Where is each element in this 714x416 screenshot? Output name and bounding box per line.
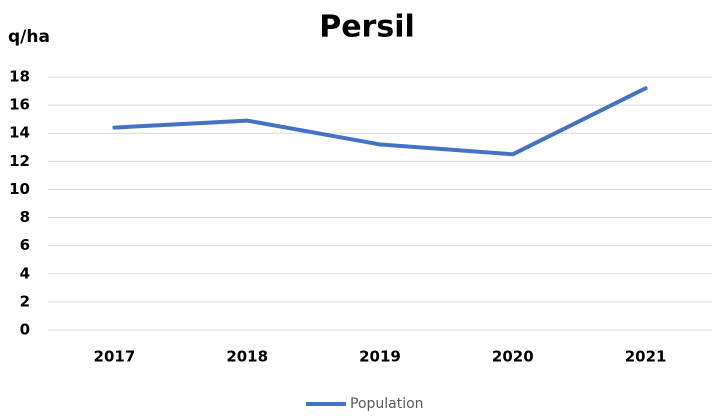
x-tick-label: 2017 <box>94 348 136 366</box>
y-axis-label: q/ha <box>8 27 50 47</box>
x-tick-label: 2018 <box>226 348 268 366</box>
y-tick-label: 4 <box>20 264 30 282</box>
y-tick-label: 0 <box>20 321 30 339</box>
x-tick-label: 2020 <box>492 348 534 366</box>
y-tick-label: 2 <box>20 292 30 310</box>
chart-title: Persil <box>319 10 415 45</box>
data-line <box>112 86 648 157</box>
y-tick-label: 6 <box>20 236 30 254</box>
y-tick-label: 14 <box>9 124 30 142</box>
y-tick-label: 10 <box>9 180 30 198</box>
y-tick-label: 18 <box>9 68 30 86</box>
x-tick-label: 2021 <box>625 348 667 366</box>
y-tick-label: 16 <box>9 96 30 114</box>
y-tick-label: 12 <box>9 152 30 170</box>
y-tick-label: 8 <box>20 208 30 226</box>
x-tick-label: 2019 <box>359 348 401 366</box>
legend-label: Population <box>350 396 424 412</box>
